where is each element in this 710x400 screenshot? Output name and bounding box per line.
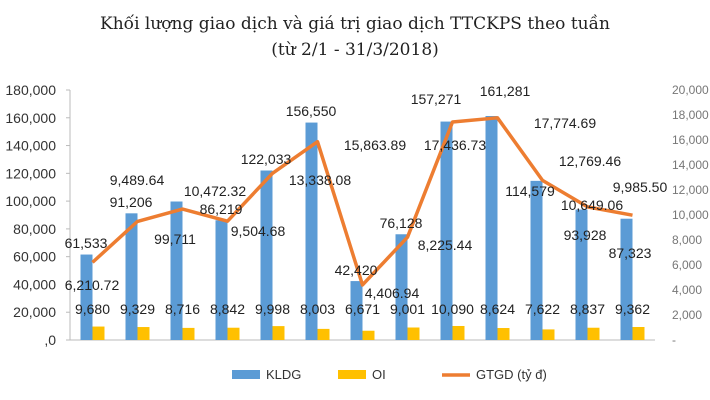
- oi-bar: [407, 327, 420, 340]
- oi-data-label: 8,716: [165, 301, 200, 317]
- kldg-bar: [125, 213, 138, 340]
- kldg-data-label: 157,271: [411, 91, 462, 107]
- left-axis-tick-label: 120,000: [5, 165, 56, 181]
- oi-bar: [317, 328, 330, 340]
- left-axis-tick-label: 60,000: [13, 249, 56, 265]
- gtgd-data-label: 15,863.89: [344, 137, 406, 153]
- chart-title: Khối lượng giao dịch và giá trị giao dịc…: [100, 14, 610, 34]
- kldg-data-label: 61,533: [65, 235, 108, 251]
- oi-bar: [272, 326, 285, 340]
- kldg-data-label: 76,128: [380, 215, 423, 231]
- kldg-data-label: 86,219: [200, 201, 243, 217]
- kldg-data-label: 122,033: [241, 151, 292, 167]
- left-axis-tick-label: 100,000: [5, 193, 56, 209]
- left-axis-tick-label: 20,000: [13, 304, 56, 320]
- right-axis-tick-label: 20,000: [672, 83, 709, 97]
- right-axis-tick-label: -: [672, 333, 676, 347]
- oi-data-label: 10,090: [431, 301, 474, 317]
- kldg-data-label: 114,579: [505, 183, 555, 199]
- kldg-bar: [440, 121, 453, 340]
- kldg-data-label: 42,420: [335, 262, 378, 278]
- right-axis-tick-label: 2,000: [672, 308, 702, 322]
- gtgd-data-label: 17,436.73: [424, 137, 486, 153]
- oi-data-label: 8,842: [210, 301, 245, 317]
- oi-bar: [632, 326, 645, 340]
- gtgd-data-label: 10,649.06: [561, 197, 623, 213]
- kldg-bar: [260, 170, 273, 340]
- kldg-bar: [485, 115, 498, 340]
- right-axis-tick-label: 12,000: [672, 183, 709, 197]
- oi-bar: [362, 330, 375, 340]
- right-axis-tick-label: 10,000: [672, 208, 709, 222]
- kldg-data-label: 156,550: [286, 103, 337, 119]
- oi-data-label: 9,680: [75, 301, 110, 317]
- kldg-bar: [395, 234, 408, 340]
- kldg-bar: [620, 218, 633, 340]
- left-axis-tick-label: 80,000: [13, 221, 56, 237]
- oi-data-label: 9,998: [255, 301, 290, 317]
- kldg-data-label: 161,281: [480, 83, 531, 99]
- oi-data-label: 9,362: [615, 301, 650, 317]
- legend-oi-label: OI: [372, 367, 386, 382]
- oi-data-label: 8,003: [300, 301, 335, 317]
- gtgd-data-label: 9,504.68: [231, 223, 286, 239]
- gtgd-data-label: 10,472.32: [184, 183, 246, 199]
- left-axis-tick-label: 180,000: [5, 82, 56, 98]
- kldg-bar: [575, 209, 588, 340]
- right-axis-tick-label: 4,000: [672, 283, 702, 297]
- oi-bar: [452, 325, 465, 340]
- kldg-data-label: 87,323: [609, 245, 652, 261]
- oi-bar: [497, 328, 510, 340]
- kldg-bar: [530, 180, 543, 340]
- oi-data-label: 8,624: [480, 301, 515, 317]
- right-axis-tick-label: 18,000: [672, 108, 709, 122]
- kldg-data-label: 91,206: [110, 194, 153, 210]
- left-axis-tick-label: 160,000: [5, 110, 56, 126]
- right-axis-tick-label: 14,000: [672, 158, 709, 172]
- right-axis-tick-label: 16,000: [672, 133, 709, 147]
- chart-subtitle: (từ 2/1 - 31/3/2018): [271, 40, 439, 60]
- oi-bar: [182, 327, 195, 340]
- gtgd-data-label: 4,406.94: [365, 285, 420, 301]
- kldg-data-label: 99,711: [154, 231, 196, 247]
- right-axis-tick-label: 6,000: [672, 258, 702, 272]
- kldg-bar: [170, 201, 183, 340]
- gtgd-data-label: 17,774.69: [534, 115, 596, 131]
- oi-data-label: 9,329: [120, 301, 155, 317]
- kldg-data-label: 93,928: [564, 227, 607, 243]
- legend-kldg-swatch: [232, 370, 260, 379]
- legend-oi-swatch: [338, 370, 366, 379]
- gtgd-data-label: 9,985.50: [613, 179, 668, 195]
- kldg-bar: [305, 122, 318, 340]
- right-axis-tick-label: 8,000: [672, 233, 702, 247]
- left-axis-tick-label: 40,000: [13, 276, 56, 292]
- gtgd-data-label: 13,338.08: [289, 172, 351, 188]
- gtgd-data-label: 9,489.64: [110, 172, 165, 188]
- oi-bar: [587, 327, 600, 340]
- legend-kldg-label: KLDG: [266, 367, 301, 382]
- kldg-bar: [80, 254, 93, 340]
- oi-data-label: 8,837: [570, 301, 605, 317]
- kldg-bar: [215, 220, 228, 340]
- oi-data-label: 7,622: [525, 301, 560, 317]
- oi-data-label: 6,671: [345, 301, 380, 317]
- oi-bar: [92, 326, 105, 340]
- oi-bar: [227, 327, 240, 340]
- oi-bar: [137, 327, 150, 340]
- kldg-bar: [350, 281, 363, 340]
- gtgd-data-label: 8,225.44: [418, 237, 473, 253]
- oi-data-label: 9,001: [390, 301, 425, 317]
- left-axis-tick-label: 140,000: [5, 138, 56, 154]
- gtgd-data-label: 6,210.72: [65, 277, 120, 293]
- gtgd-data-label: 12,769.46: [559, 153, 621, 169]
- oi-bar: [542, 329, 555, 340]
- legend-gtgd-label: GTGD (tỷ đ): [476, 367, 547, 382]
- left-axis-tick-label: ,0: [44, 332, 56, 348]
